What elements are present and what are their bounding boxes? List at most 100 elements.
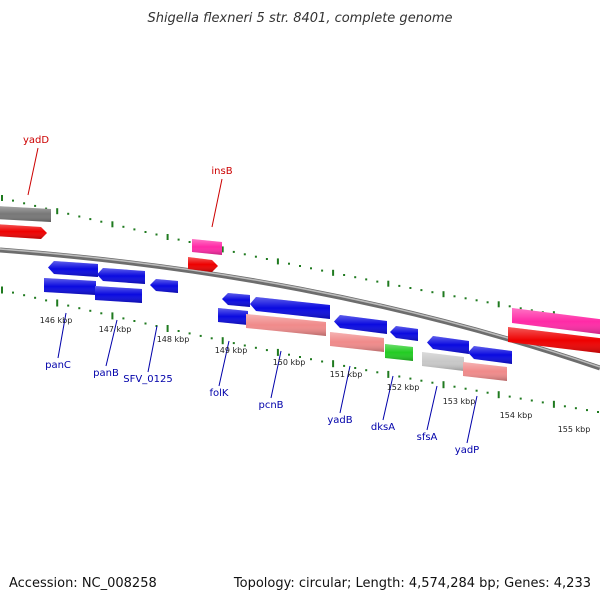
lower-track-minor-tick (34, 296, 37, 299)
gene-label-sfsa[interactable]: sfsA (417, 432, 438, 443)
upper-track-major-tick (387, 280, 390, 287)
upper-track-minor-tick (34, 204, 37, 207)
gene-label-yadd[interactable]: yadD (23, 135, 49, 146)
upper-track-minor-tick (310, 267, 312, 270)
upper-track-major-tick (111, 221, 114, 228)
label-leader-folk (218, 340, 230, 387)
kbp-label: 147 kbp (99, 325, 132, 334)
lower-track-minor-tick (288, 353, 290, 356)
upper-track-minor-tick (100, 220, 103, 223)
lower-track-minor-tick (199, 334, 202, 337)
upper-track-minor-tick (354, 276, 357, 279)
upper-track-minor-tick (508, 305, 511, 308)
lower-track-minor-tick (133, 320, 136, 322)
lower-track-major-tick (387, 370, 390, 378)
folK-blue-arrow-shade (222, 293, 250, 307)
insB-pink-block-shade (192, 239, 222, 255)
upper-track-minor-tick (133, 228, 136, 231)
lower-track-minor-tick (122, 317, 125, 320)
lower-track-minor-tick (210, 337, 213, 340)
upper-track-minor-tick (299, 265, 301, 267)
lower-track-minor-tick (89, 309, 92, 312)
upper-track-major-tick (442, 291, 445, 298)
lower-track-minor-tick (519, 397, 522, 400)
panB-cds-block-shade (95, 286, 142, 303)
gene-label-insb[interactable]: insB (211, 166, 232, 177)
upper-track-minor-tick (475, 299, 478, 302)
upper-track-minor-tick (177, 238, 180, 241)
upper-track-minor-tick (453, 295, 456, 298)
lower-track-minor-tick (586, 409, 588, 412)
lower-track-minor-tick (265, 349, 268, 352)
lower-track-minor-tick (100, 312, 103, 315)
lower-track-minor-tick (188, 332, 191, 335)
label-leader-panb (105, 319, 118, 367)
lower-tick-track (1, 286, 599, 413)
yadD-gray-block-shade (0, 206, 51, 222)
yadB-blue-arrow-shade (334, 315, 387, 334)
upper-track-minor-tick (122, 225, 125, 228)
lower-track-minor-tick (420, 379, 423, 382)
gene-labels: yadD insB panC panB SFV_0125 folK pcnB yadB dksA… (23, 135, 479, 456)
upper-track-minor-tick (188, 241, 191, 243)
genome-summary-text: Topology: circular; Length: 4,574,284 bp… (233, 576, 591, 591)
lower-track-minor-tick (310, 358, 312, 361)
kbp-label: 155 kbp (558, 425, 591, 434)
upper-track-minor-tick (431, 291, 434, 294)
upper-track-major-tick (276, 258, 279, 265)
lower-track-minor-tick (243, 344, 246, 347)
lower-track-minor-tick (508, 395, 511, 398)
yadP-cds-block-shade (463, 362, 507, 381)
lower-track-minor-tick (376, 371, 379, 374)
gene-label-sfv_0125[interactable]: SFV_0125 (123, 374, 172, 385)
lower-track-minor-tick (321, 360, 324, 363)
upper-track-minor-tick (420, 289, 423, 292)
upper-track-minor-tick (155, 233, 158, 236)
upper-track-minor-tick (464, 297, 467, 300)
lower-track-minor-tick (409, 377, 412, 380)
lower-track-minor-tick (475, 389, 478, 392)
gene-label-panb[interactable]: panB (93, 368, 119, 379)
gene-label-yadp[interactable]: yadP (455, 445, 479, 456)
accession-text: Accession: NC_008258 (9, 576, 157, 591)
panC-blue-arrow-shade (48, 261, 98, 277)
right-pink-block-shade (512, 308, 600, 335)
sfsA-blue-arrow-shade (427, 336, 469, 354)
lower-track-minor-tick (365, 369, 368, 372)
gene-label-pcnb[interactable]: pcnB (258, 400, 283, 411)
pcnB-cds-block-shade (246, 314, 326, 336)
yadP-blue-arrow-shade (468, 346, 512, 364)
gene-label-panc[interactable]: panC (45, 360, 71, 371)
lower-track-major-tick (442, 381, 445, 389)
lower-track-minor-tick (232, 342, 235, 345)
upper-track-minor-tick (12, 199, 14, 202)
upper-track-minor-tick (343, 274, 346, 276)
lower-track-minor-tick (177, 330, 180, 332)
upper-track-minor-tick (232, 250, 235, 253)
gene-label-folk[interactable]: folK (210, 388, 229, 399)
upper-track-major-tick (497, 301, 500, 308)
label-leader-pcnb (270, 350, 282, 399)
upper-track-minor-tick (23, 202, 26, 205)
upper-track-minor-tick (288, 262, 290, 265)
panC-cds-block-shade (44, 278, 96, 295)
upper-track-minor-tick (365, 278, 368, 281)
lower-track-minor-tick (67, 304, 70, 307)
lower-track-major-tick (332, 360, 335, 368)
lower-track-minor-tick (78, 307, 81, 310)
yadB-cds-block-shade (330, 332, 384, 352)
upper-track-minor-tick (321, 269, 324, 272)
lower-track-major-tick (221, 337, 224, 345)
map-title: Shigella flexneri 5 str. 8401, complete … (147, 11, 452, 26)
lower-track-minor-tick (354, 367, 357, 369)
sfsA-cds-block-shade (422, 352, 464, 371)
label-leader-sfv_0125 (147, 325, 158, 373)
label-leader-dksa (382, 375, 394, 421)
gene-label-dksa[interactable]: dksA (371, 422, 395, 433)
panB-blue-arrow-shade (97, 268, 145, 284)
lower-track-minor-tick (299, 356, 301, 358)
gene-label-yadb[interactable]: yadB (327, 415, 352, 426)
kbp-label: 149 kbp (215, 346, 248, 355)
lower-track-minor-tick (12, 291, 14, 294)
lower-track-minor-tick (144, 322, 147, 325)
